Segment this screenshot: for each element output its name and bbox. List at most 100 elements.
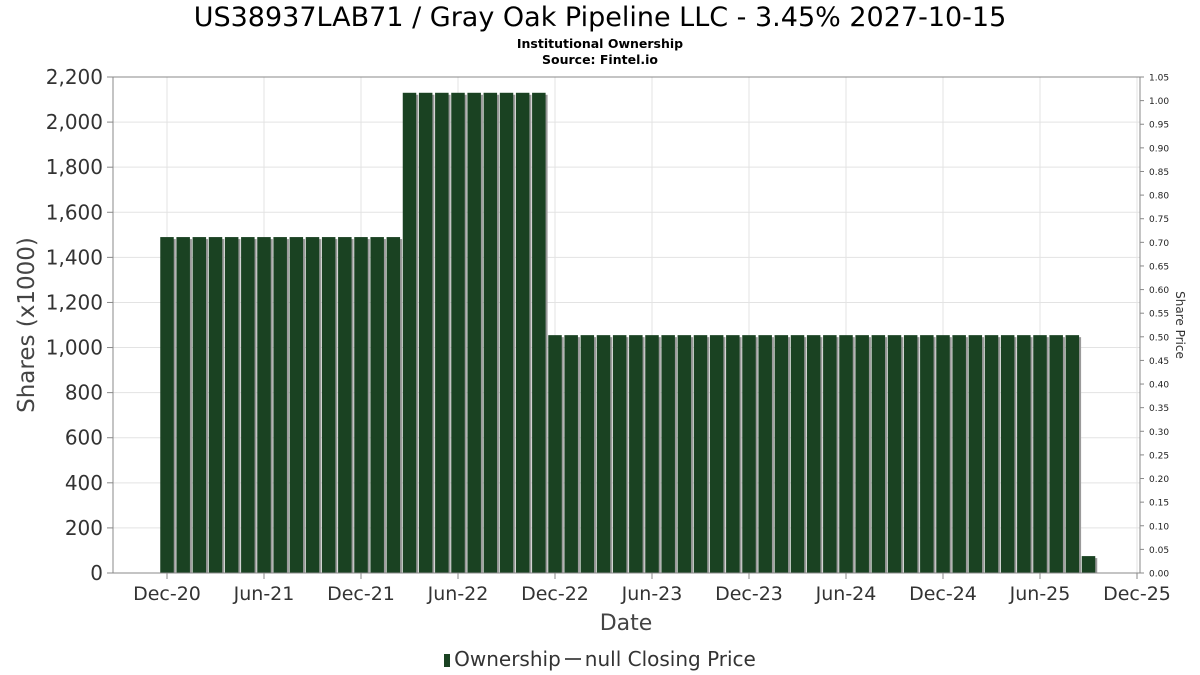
price-swatch [564, 658, 581, 660]
y2-tick-label: 0.15 [1149, 499, 1169, 509]
ownership-bar [370, 237, 384, 573]
x-axis-ticks: Dec-20 Jun-21 Dec-21 Jun-22 Dec-22 Jun-23 Dec-… [133, 573, 1171, 605]
ownership-bar [806, 335, 821, 573]
ownership-bar [241, 237, 255, 573]
y2-tick-label: 0.50 [1149, 333, 1169, 343]
ownership-bar [1049, 335, 1063, 573]
y2-tick-label: 0.70 [1149, 239, 1169, 249]
y-tick-label: 1,400 [46, 245, 103, 269]
ownership-bar [160, 237, 174, 573]
y2-tick-label: 0.60 [1149, 286, 1169, 296]
ownership-bar [693, 335, 708, 573]
ownership-bar [612, 335, 627, 573]
x-tick-label: Dec-23 [715, 583, 783, 605]
y-tick-label: 1,000 [46, 336, 103, 360]
y2-tick-label: 0.65 [1149, 262, 1169, 272]
ownership-bar [823, 335, 837, 573]
ownership-bar [887, 335, 902, 573]
ownership-bar [273, 237, 287, 573]
chart-subtitle: Institutional Ownership [516, 36, 684, 51]
x-tick-label: Dec-21 [327, 583, 395, 605]
ownership-bar [661, 335, 675, 573]
y-axis-label: Shares (x1000) [14, 237, 40, 413]
ownership-bar [871, 335, 886, 573]
y2-tick-label: 0.75 [1149, 215, 1169, 225]
ownership-bar [855, 335, 869, 573]
ownership-bar [1017, 335, 1031, 573]
ownership-bar [709, 335, 724, 573]
chart-source: Source: Fintel.io [542, 52, 658, 67]
ownership-bar [726, 335, 740, 573]
y-tick-label: 200 [65, 516, 103, 540]
x-axis-label: Date [600, 611, 653, 636]
ownership-bar [790, 335, 805, 573]
ownership-bar [224, 237, 239, 573]
ownership-bar [467, 92, 481, 574]
ownership-bar [192, 237, 207, 573]
ownership-bar [418, 92, 433, 574]
y2-tick-label: 0.10 [1149, 522, 1169, 532]
x-tick-label: Jun-23 [621, 583, 683, 605]
ownership-bar [402, 92, 417, 574]
y-tick-label: 1,200 [46, 290, 103, 314]
y2-tick-label: 0.85 [1149, 168, 1169, 178]
y-tick-label: 600 [65, 426, 103, 450]
ownership-bar [1081, 556, 1096, 573]
ownership-chart: 0 200 400 600 800 1,000 1,200 1,400 1,600 1,800 2,… [14, 65, 1187, 636]
y2-axis-label: Share Price [1173, 291, 1187, 359]
ownership-bar [903, 335, 918, 573]
y2-tick-label: 0.25 [1149, 451, 1169, 461]
ownership-bar [515, 92, 530, 574]
plot-frame [112, 76, 1141, 574]
y2-tick-label: 1.05 [1149, 74, 1169, 84]
y-tick-label: 2,200 [46, 65, 103, 89]
ownership-bar [176, 237, 190, 573]
ownership-bar [338, 237, 352, 573]
ownership-bar [499, 92, 514, 574]
ownership-bar [1065, 335, 1080, 573]
y2-tick-label: 0.95 [1149, 121, 1169, 131]
ownership-bar [984, 335, 999, 573]
y-tick-label: 1,600 [46, 200, 103, 224]
ownership-bar [435, 92, 449, 574]
ownership-bar [257, 237, 271, 573]
x-tick-label: Dec-20 [133, 583, 201, 605]
ownership-bar [208, 237, 223, 573]
legend-price-label: null Closing Price [584, 647, 756, 671]
ownership-bar [564, 335, 578, 573]
y2-tick-label: 0.05 [1149, 546, 1169, 556]
y-tick-label: 800 [65, 381, 103, 405]
y2-tick-label: 1.00 [1149, 97, 1169, 107]
y2-axis-ticks: 0.00 0.05 0.10 0.15 0.20 0.25 0.30 0.35 0.40 0.45… [1140, 74, 1169, 580]
ownership-bar [1033, 335, 1047, 573]
ownership-bar [548, 335, 562, 573]
ownership-bar [629, 335, 643, 573]
ownership-bar [968, 335, 983, 573]
legend-ownership-label: Ownership [454, 647, 561, 671]
ownership-bar [839, 335, 853, 573]
y-tick-label: 400 [65, 471, 103, 495]
ownership-bar [936, 335, 950, 573]
y-tick-label: 2,000 [46, 110, 103, 134]
y2-tick-label: 0.30 [1149, 428, 1169, 438]
x-tick-label: Dec-22 [521, 583, 589, 605]
ownership-bar [774, 335, 789, 573]
x-tick-label: Jun-25 [1009, 583, 1071, 605]
y-axis-ticks: 0 200 400 600 800 1,000 1,200 1,400 1,600 1,800 2,… [46, 65, 113, 585]
y2-tick-label: 0.40 [1149, 381, 1169, 391]
x-tick-label: Dec-25 [1103, 583, 1171, 605]
ownership-bar [386, 237, 401, 573]
y2-tick-label: 0.90 [1149, 144, 1169, 154]
bars [160, 92, 1098, 574]
ownership-bar [354, 237, 368, 573]
legend: Ownership null Closing Price [0, 647, 1200, 671]
y2-tick-label: 0.00 [1149, 570, 1169, 580]
ownership-bar [645, 335, 659, 573]
ownership-bar [321, 237, 336, 573]
ownership-bar [742, 335, 756, 573]
x-tick-label: Jun-24 [815, 583, 877, 605]
y2-tick-label: 0.45 [1149, 357, 1169, 367]
ownership-bar [451, 92, 465, 574]
ownership-swatch [444, 654, 451, 667]
ownership-bar [677, 335, 692, 573]
